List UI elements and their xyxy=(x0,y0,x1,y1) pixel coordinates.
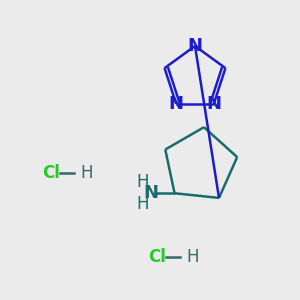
Text: N: N xyxy=(143,184,158,202)
Text: N: N xyxy=(206,95,221,113)
Text: Cl: Cl xyxy=(148,248,166,266)
Text: H: H xyxy=(136,195,149,213)
Text: N: N xyxy=(169,95,184,113)
Text: Cl: Cl xyxy=(42,164,60,182)
Text: H: H xyxy=(80,164,92,182)
Text: N: N xyxy=(188,37,202,55)
Text: H: H xyxy=(136,173,149,191)
Text: H: H xyxy=(186,248,199,266)
